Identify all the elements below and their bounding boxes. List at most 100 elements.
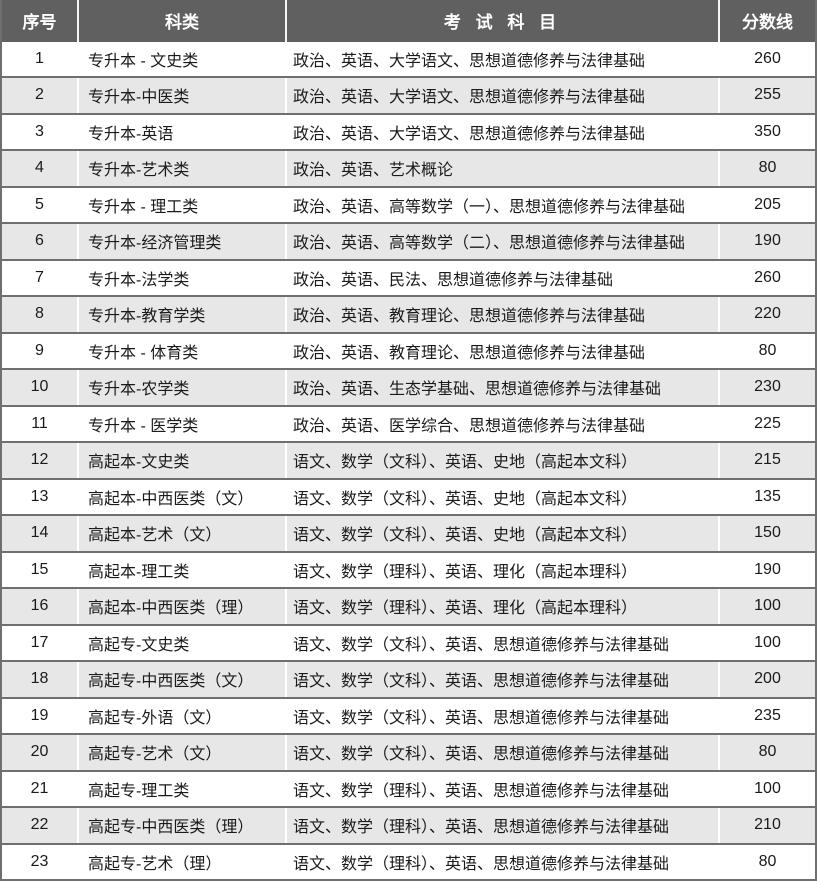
category-cell: 高起专-外语（文） bbox=[79, 698, 287, 733]
table-row: 20 高起专-艺术（文） 语文、数学（文科）、英语、思想道德修养与法律基础 80 bbox=[2, 735, 815, 772]
category-cell: 高起本-中西医类（文） bbox=[79, 479, 287, 514]
table-row: 7 专升本-法学类 政治、英语、民法、思想道德修养与法律基础 260 bbox=[2, 260, 815, 297]
category-cell: 专升本-教育学类 bbox=[79, 297, 287, 332]
subjects-cell: 语文、数学（文科）、英语、思想道德修养与法律基础 bbox=[287, 698, 720, 733]
row-number-cell: 4 bbox=[2, 151, 79, 186]
score-cell: 230 bbox=[754, 378, 781, 396]
table-row: 12 高起本-文史类 语文、数学（文科）、英语、史地（高起本文科） 215 bbox=[2, 443, 815, 480]
score-cell: 210 bbox=[754, 816, 781, 834]
score-cell: 80 bbox=[758, 341, 777, 359]
subjects-cell: 政治、英语、大学语文、思想道德修养与法律基础 bbox=[287, 41, 720, 76]
score-cell: 200 bbox=[754, 670, 781, 688]
score-cell: 100 bbox=[754, 633, 781, 651]
table-row: 16 高起本-中西医类（理） 语文、数学（理科）、英语、理化（高起本理科） 100 bbox=[2, 589, 815, 626]
table-row: 15 高起本-理工类 语文、数学（理科）、英语、理化（高起本理科） 190 bbox=[2, 552, 815, 589]
row-number-cell: 17 bbox=[2, 625, 79, 660]
row-number-cell: 8 bbox=[2, 297, 79, 332]
table-row: 18 高起专-中西医类（文） 语文、数学（文科）、英语、思想道德修养与法律基础 200 bbox=[2, 662, 815, 699]
score-cell: 80 bbox=[758, 159, 777, 177]
score-cell: 80 bbox=[758, 743, 777, 761]
table-row: 2 专升本-中医类 政治、英语、大学语文、思想道德修养与法律基础 255 bbox=[2, 78, 815, 115]
category-cell: 专升本-艺术类 bbox=[79, 151, 287, 186]
table-row: 22 高起专-中西医类（理） 语文、数学（理科）、英语、思想道德修养与法律基础 210 bbox=[2, 808, 815, 845]
subjects-cell: 政治、英语、教育理论、思想道德修养与法律基础 bbox=[287, 297, 720, 332]
score-cell: 350 bbox=[754, 122, 781, 140]
category-cell: 专升本-农学类 bbox=[79, 370, 287, 405]
table-row: 10 专升本-农学类 政治、英语、生态学基础、思想道德修养与法律基础 230 bbox=[2, 370, 815, 407]
category-cell: 高起专-艺术（理） bbox=[79, 844, 287, 879]
row-number-cell: 13 bbox=[2, 479, 79, 514]
table-row: 8 专升本-教育学类 政治、英语、教育理论、思想道德修养与法律基础 220 bbox=[2, 297, 815, 334]
row-number-cell: 6 bbox=[2, 224, 79, 259]
subjects-cell: 语文、数学（理科）、英语、思想道德修养与法律基础 bbox=[287, 808, 720, 843]
category-cell: 高起专-文史类 bbox=[79, 625, 287, 660]
category-cell: 专升本-经济管理类 bbox=[79, 224, 287, 259]
subjects-cell: 语文、数学（文科）、英语、史地（高起本文科） bbox=[287, 479, 720, 514]
category-cell: 专升本 - 医学类 bbox=[79, 406, 287, 441]
table-row: 14 高起本-艺术（文） 语文、数学（文科）、英语、史地（高起本文科） 150 bbox=[2, 516, 815, 553]
table-row: 23 高起专-艺术（理） 语文、数学（理科）、英语、思想道德修养与法律基础 80 bbox=[2, 844, 815, 881]
subjects-cell: 语文、数学（理科）、英语、理化（高起本理科） bbox=[287, 589, 720, 624]
table-row: 9 专升本 - 体育类 政治、英语、教育理论、思想道德修养与法律基础 80 bbox=[2, 333, 815, 370]
row-number-cell: 11 bbox=[2, 406, 79, 441]
row-number-cell: 5 bbox=[2, 187, 79, 222]
row-number-cell: 1 bbox=[2, 41, 79, 76]
score-cell: 215 bbox=[754, 451, 781, 469]
table-row: 19 高起专-外语（文） 语文、数学（文科）、英语、思想道德修养与法律基础 235 bbox=[2, 698, 815, 735]
row-number-cell: 10 bbox=[2, 370, 79, 405]
table-row: 11 专升本 - 医学类 政治、英语、医学综合、思想道德修养与法律基础 225 bbox=[2, 406, 815, 443]
row-number-cell: 14 bbox=[2, 516, 79, 551]
category-cell: 高起专-中西医类（理） bbox=[79, 808, 287, 843]
category-cell: 专升本-法学类 bbox=[79, 260, 287, 295]
subjects-cell: 政治、英语、高等数学（二）、思想道德修养与法律基础 bbox=[287, 224, 720, 259]
subjects-cell: 政治、英语、大学语文、思想道德修养与法律基础 bbox=[287, 114, 720, 149]
header-cell-subjects: 考 试 科 目 bbox=[287, 0, 720, 42]
table-row: 13 高起本-中西医类（文） 语文、数学（文科）、英语、史地（高起本文科） 135 bbox=[2, 479, 815, 516]
row-number-cell: 21 bbox=[2, 771, 79, 806]
row-number-cell: 9 bbox=[2, 333, 79, 368]
subjects-cell: 语文、数学（理科）、英语、理化（高起本理科） bbox=[287, 552, 720, 587]
row-number-cell: 2 bbox=[2, 78, 79, 113]
row-number-cell: 19 bbox=[2, 698, 79, 733]
score-cell: 260 bbox=[754, 268, 781, 286]
row-number-cell: 7 bbox=[2, 260, 79, 295]
table-row: 1 专升本 - 文史类 政治、英语、大学语文、思想道德修养与法律基础 260 bbox=[2, 41, 815, 78]
table-row: 3 专升本-英语 政治、英语、大学语文、思想道德修养与法律基础 350 bbox=[2, 114, 815, 151]
score-cell: 220 bbox=[754, 305, 781, 323]
subjects-cell: 政治、英语、医学综合、思想道德修养与法律基础 bbox=[287, 406, 720, 441]
category-cell: 高起专-理工类 bbox=[79, 771, 287, 806]
subjects-cell: 语文、数学（理科）、英语、思想道德修养与法律基础 bbox=[287, 844, 720, 879]
table-row: 6 专升本-经济管理类 政治、英语、高等数学（二）、思想道德修养与法律基础 190 bbox=[2, 224, 815, 261]
score-cell: 190 bbox=[754, 232, 781, 250]
subjects-cell: 语文、数学（文科）、英语、史地（高起本文科） bbox=[287, 443, 720, 478]
table-body: 1 专升本 - 文史类 政治、英语、大学语文、思想道德修养与法律基础 260 2 专升本-… bbox=[2, 41, 815, 881]
score-cell: 150 bbox=[754, 524, 781, 542]
subjects-cell: 政治、英语、高等数学（一）、思想道德修养与法律基础 bbox=[287, 187, 720, 222]
subjects-cell: 政治、英语、大学语文、思想道德修养与法律基础 bbox=[287, 78, 720, 113]
row-number-cell: 3 bbox=[2, 114, 79, 149]
row-number-cell: 18 bbox=[2, 662, 79, 697]
subjects-cell: 政治、英语、艺术概论 bbox=[287, 151, 720, 186]
subjects-cell: 语文、数学（文科）、英语、思想道德修养与法律基础 bbox=[287, 625, 720, 660]
subjects-cell: 政治、英语、民法、思想道德修养与法律基础 bbox=[287, 260, 720, 295]
category-cell: 专升本 - 体育类 bbox=[79, 333, 287, 368]
row-number-cell: 23 bbox=[2, 844, 79, 879]
score-cell: 80 bbox=[758, 852, 777, 870]
category-cell: 专升本-英语 bbox=[79, 114, 287, 149]
table-header: 序号 科类 考 试 科 目 分数线 bbox=[2, 0, 815, 42]
score-cell: 205 bbox=[754, 195, 781, 213]
score-cell: 135 bbox=[754, 487, 781, 505]
subjects-cell: 政治、英语、教育理论、思想道德修养与法律基础 bbox=[287, 333, 720, 368]
header-cell-no: 序号 bbox=[2, 0, 79, 42]
category-cell: 高起本-艺术（文） bbox=[79, 516, 287, 551]
score-cell: 225 bbox=[754, 414, 781, 432]
score-cell: 235 bbox=[754, 706, 781, 724]
score-cell: 190 bbox=[754, 560, 781, 578]
row-number-cell: 22 bbox=[2, 808, 79, 843]
category-cell: 专升本 - 文史类 bbox=[79, 41, 287, 76]
category-cell: 高起本-理工类 bbox=[79, 552, 287, 587]
category-cell: 高起本-文史类 bbox=[79, 443, 287, 478]
table-row: 21 高起专-理工类 语文、数学（理科）、英语、思想道德修养与法律基础 100 bbox=[2, 771, 815, 808]
header-cell-score: 分数线 bbox=[742, 13, 793, 33]
